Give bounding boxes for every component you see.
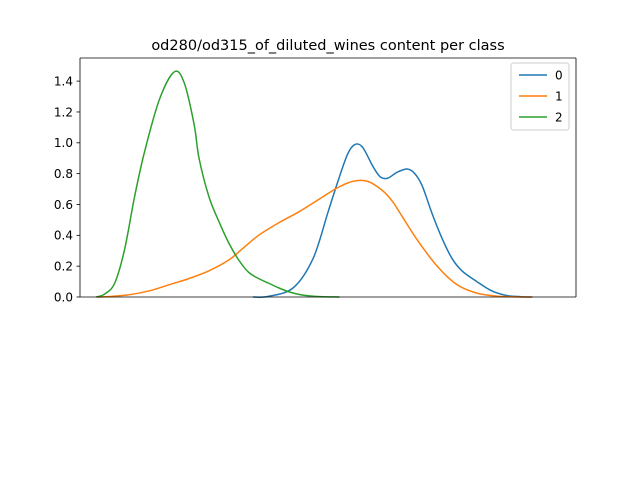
legend: 0 1 2 xyxy=(510,62,570,131)
y-tick-label: 0.8 xyxy=(54,167,73,181)
legend-label-0: 0 xyxy=(555,68,563,82)
y-tick-label: 1.0 xyxy=(54,136,73,150)
chart-title: od280/od315_of_diluted_wines content per… xyxy=(151,38,504,54)
y-tick-label: 0.4 xyxy=(54,229,73,243)
series-line-2 xyxy=(96,70,340,298)
y-tick-label: 0.2 xyxy=(54,259,73,273)
y-tick-label: 1.2 xyxy=(54,105,73,119)
plot-area xyxy=(96,70,533,298)
legend-label-1: 1 xyxy=(555,89,563,103)
y-tick-label: 1.4 xyxy=(54,74,73,88)
legend-label-2: 2 xyxy=(555,110,563,124)
series-line-0 xyxy=(253,143,533,298)
y-tick-label: 0.6 xyxy=(54,198,73,212)
series-line-1 xyxy=(96,179,532,298)
y-tick-label: 0.0 xyxy=(54,290,73,304)
axes: 0.0 0.2 0.4 0.6 0.8 1.0 1.2 1.4 xyxy=(54,57,577,304)
